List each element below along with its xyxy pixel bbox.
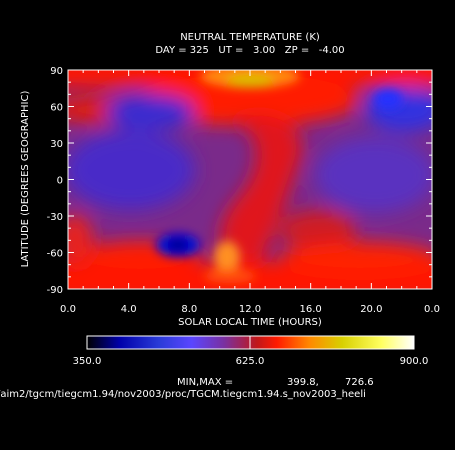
x-tick-label: 4.0	[121, 304, 137, 315]
x-tick-label: 0.0	[424, 304, 440, 315]
x-tick-label: 20.0	[360, 304, 382, 315]
colorbar-label-max: 900.0	[400, 356, 429, 367]
y-tick-label: 90	[50, 66, 63, 77]
y-tick-label: -60	[47, 249, 63, 260]
x-tick-label: 8.0	[181, 304, 197, 315]
colorbar-label-mid: 625.0	[236, 356, 265, 367]
min-value: 399.8,	[287, 377, 319, 388]
heatmap-field	[68, 70, 432, 289]
chart-subtitle: DAY = 325 UT = 3.00 ZP = -4.00	[155, 45, 344, 56]
y-tick-label: 0	[57, 176, 63, 187]
y-tick-label: -90	[47, 285, 63, 296]
chart-title: NEUTRAL TEMPERATURE (K)	[180, 32, 320, 43]
x-tick-label: 16.0	[300, 304, 322, 315]
x-axis-label: SOLAR LOCAL TIME (HOURS)	[178, 317, 322, 328]
y-axis-label: LATITUDE (DEGREES GEOGRAPHIC)	[20, 91, 31, 268]
axis-tick-labels: 0.0 4.0 8.0 12.0 16.0 20.0 0.0 90 60 30 0 -30 -60 -90	[47, 66, 440, 315]
x-tick-label: 12.0	[239, 304, 261, 315]
minmax-label: MIN,MAX =	[177, 377, 233, 388]
axis-ticks	[67, 69, 433, 290]
footer-path: /aim2/tgcm/tiegcm1.94/nov2003/proc/TGCM.…	[0, 389, 366, 400]
colorbar-label-min: 350.0	[73, 356, 102, 367]
max-value: 726.6	[345, 377, 374, 388]
y-tick-label: -30	[47, 212, 63, 223]
x-tick-label: 0.0	[60, 304, 76, 315]
y-tick-label: 30	[50, 139, 63, 150]
y-tick-label: 60	[50, 103, 63, 114]
